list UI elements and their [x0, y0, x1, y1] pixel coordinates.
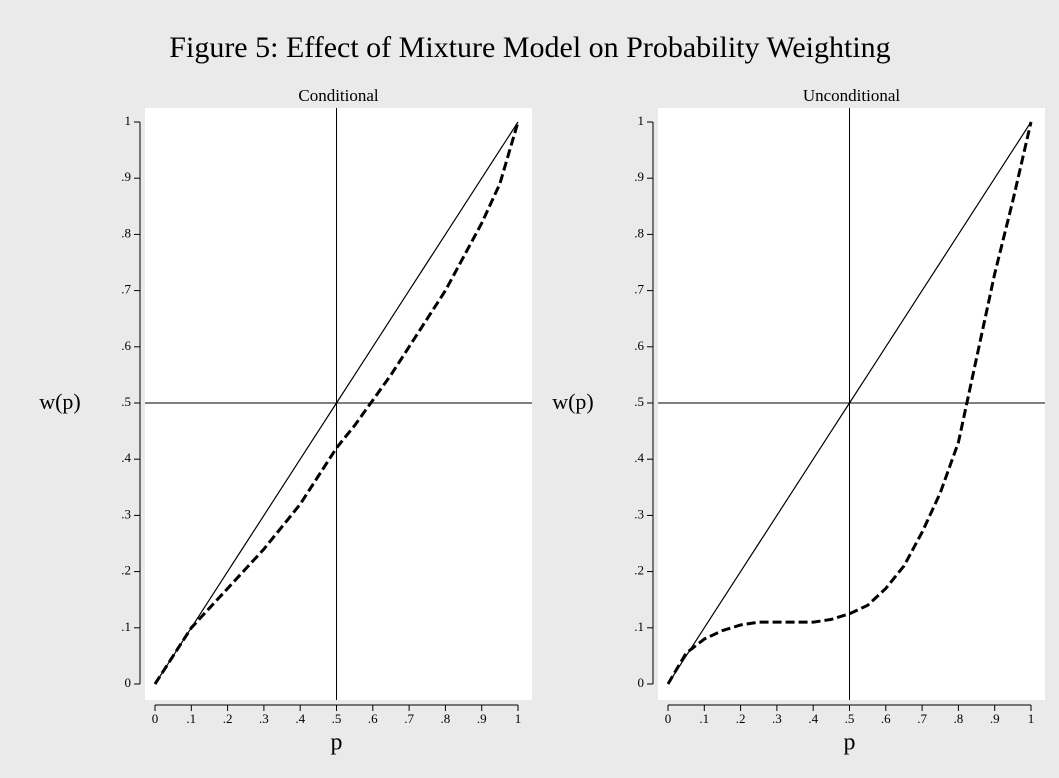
x-axis-label: p: [331, 730, 343, 756]
x-tick-label: .1: [186, 711, 196, 726]
solid-line: [667, 121, 1032, 685]
y-tick-label: .9: [121, 169, 131, 184]
y-tick-label: .4: [121, 450, 131, 465]
y-tick-label: 1: [638, 113, 645, 128]
y-axis-label: w(p): [39, 389, 81, 414]
x-tick-label: .4: [808, 711, 818, 726]
y-tick-label: .8: [121, 225, 131, 240]
x-tick-label: .2: [223, 711, 233, 726]
x-tick-label: .5: [845, 711, 855, 726]
y-tick-label: .2: [121, 563, 131, 578]
y-tick-label: .4: [634, 450, 644, 465]
x-tick-label: .9: [477, 711, 487, 726]
panel-title: Unconditional: [803, 86, 901, 105]
y-tick-label: .6: [634, 338, 644, 353]
x-tick-label: .1: [699, 711, 709, 726]
y-tick-label: .7: [121, 282, 131, 297]
y-tick-label: .5: [634, 394, 644, 409]
solid-line: [154, 121, 519, 685]
x-tick-label: 1: [1028, 711, 1035, 726]
panel-title: Conditional: [298, 86, 379, 105]
x-tick-label: .2: [736, 711, 746, 726]
y-tick-label: 1: [125, 113, 132, 128]
y-tick-label: 0: [638, 675, 645, 690]
x-tick-label: 1: [515, 711, 522, 726]
y-tick-label: .1: [634, 619, 644, 634]
y-tick-label: .2: [634, 563, 644, 578]
y-tick-label: 0: [125, 675, 132, 690]
dashed-line: [153, 121, 520, 685]
y-tick-label: .1: [121, 619, 131, 634]
y-tick-label: .3: [121, 506, 131, 521]
x-tick-label: .3: [259, 711, 269, 726]
x-tick-label: .8: [441, 711, 451, 726]
x-tick-label: .3: [772, 711, 782, 726]
x-tick-label: .6: [368, 711, 378, 726]
x-tick-label: 0: [665, 711, 672, 726]
x-tick-label: 0: [152, 711, 159, 726]
plot-area: [145, 108, 532, 700]
y-tick-label: .3: [634, 506, 644, 521]
x-axis-label: p: [844, 730, 856, 756]
x-tick-label: .5: [332, 711, 342, 726]
y-tick-label: .9: [634, 169, 644, 184]
plot-area: [658, 108, 1045, 700]
y-tick-label: .6: [121, 338, 131, 353]
figure-title: Figure 5: Effect of Mixture Model on Pro…: [169, 31, 890, 64]
y-tick-label: .7: [634, 282, 644, 297]
y-tick-label: .5: [121, 394, 131, 409]
x-tick-label: .6: [881, 711, 891, 726]
x-tick-label: .4: [295, 711, 305, 726]
x-tick-label: .8: [954, 711, 964, 726]
x-tick-label: .9: [990, 711, 1000, 726]
dashed-line: [666, 121, 1033, 685]
x-tick-label: .7: [404, 711, 414, 726]
x-tick-label: .7: [917, 711, 927, 726]
y-axis-label: w(p): [552, 389, 594, 414]
y-tick-label: .8: [634, 225, 644, 240]
